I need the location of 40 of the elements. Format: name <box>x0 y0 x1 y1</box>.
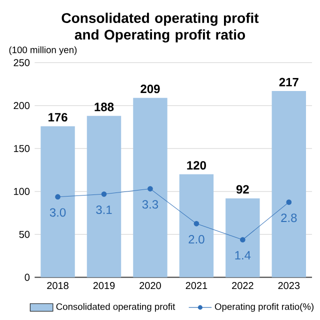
data-label: 209 <box>140 84 160 94</box>
point <box>148 186 153 192</box>
data-label: 188 <box>94 102 114 112</box>
data-label: 120 <box>187 161 206 170</box>
data-label: 2.0 <box>188 235 204 244</box>
bar <box>272 90 306 278</box>
y-tick-label: 200 <box>14 102 30 110</box>
point <box>55 194 60 200</box>
y-tick-label: 0 <box>24 274 30 281</box>
x-tick-label: 2019 <box>93 282 115 290</box>
chart-title: Consolidated operating profit and Operating profit ratio <box>62 12 259 42</box>
x-tick-label: 2021 <box>186 282 208 290</box>
bar <box>40 126 75 278</box>
x-tick-label: 2022 <box>232 282 254 290</box>
point <box>101 191 107 197</box>
bar <box>179 174 214 278</box>
x-tick-label: 2018 <box>47 282 68 290</box>
point <box>240 237 246 242</box>
point <box>194 220 200 226</box>
point <box>286 200 292 205</box>
data-label: 1.4 <box>235 251 251 260</box>
y-tick-label: 50 <box>19 230 30 238</box>
data-label: 92 <box>236 185 249 194</box>
y-tick-label: 250 <box>14 59 30 66</box>
y-tick-label: 150 <box>14 144 30 152</box>
data-label: 176 <box>48 112 68 122</box>
data-label: 3.0 <box>50 208 66 217</box>
data-label: 217 <box>279 78 298 86</box>
y-axis-title: (100 million yen) <box>9 46 77 56</box>
x-tick-label: 2020 <box>140 282 161 290</box>
x-tick-label: 2023 <box>278 282 300 290</box>
data-label: 3.1 <box>96 206 112 214</box>
data-label: 2.8 <box>281 214 297 222</box>
legend-label: Consolidated operating profit <box>56 303 176 312</box>
bar <box>86 116 122 278</box>
bar <box>133 98 168 278</box>
bar <box>226 198 260 278</box>
data-label: 3.3 <box>142 200 158 209</box>
legend-label: Operating profit ratio(%) <box>214 303 314 312</box>
y-tick-label: 100 <box>14 188 30 196</box>
